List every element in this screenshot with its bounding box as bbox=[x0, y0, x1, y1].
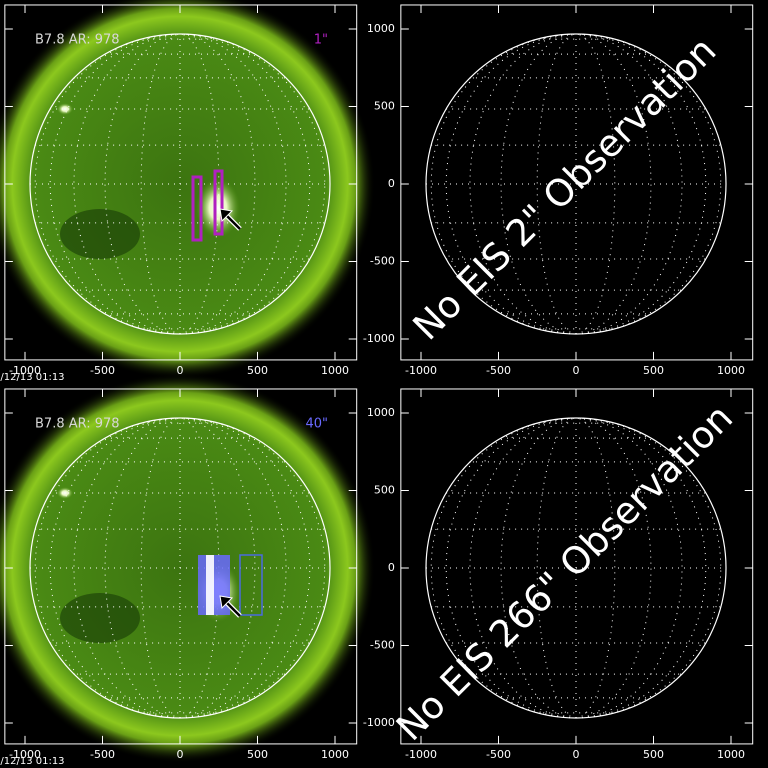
x-tick-label: 1000 bbox=[321, 364, 349, 377]
x-tick-label: 1000 bbox=[717, 748, 745, 761]
x-tick-label: -500 bbox=[90, 364, 115, 377]
slit-box bbox=[191, 175, 203, 242]
y-tick-label: -1000 bbox=[363, 332, 395, 345]
x-tick-label: 1000 bbox=[321, 748, 349, 761]
y-tick-label: 500 bbox=[374, 484, 395, 497]
axes-box bbox=[400, 4, 754, 361]
axes-box bbox=[4, 388, 358, 745]
slit-label: 40" bbox=[305, 417, 328, 432]
dark-region bbox=[60, 209, 140, 259]
x-tick-label: 0 bbox=[177, 364, 184, 377]
x-tick-label: -1000 bbox=[9, 364, 41, 377]
x-tick-label: 500 bbox=[247, 364, 268, 377]
y-tick-label: 500 bbox=[374, 100, 395, 113]
pointer-arrow bbox=[219, 595, 234, 610]
x-tick-label: 500 bbox=[247, 748, 268, 761]
x-tick-label: -500 bbox=[486, 364, 511, 377]
sun-glow bbox=[0, 0, 375, 379]
bright-point bbox=[57, 487, 73, 499]
y-tick-label: -500 bbox=[370, 639, 395, 652]
slit-label: 1" bbox=[314, 33, 328, 48]
bright-point bbox=[57, 103, 73, 115]
y-tick-label: 0 bbox=[388, 561, 395, 574]
x-tick-label: -1000 bbox=[9, 748, 41, 761]
x-tick-label: -500 bbox=[486, 748, 511, 761]
pointer-arrow bbox=[219, 208, 234, 223]
axes-box bbox=[4, 4, 358, 361]
axes-box bbox=[400, 388, 754, 745]
solar-limb bbox=[29, 417, 331, 719]
x-tick-label: 0 bbox=[177, 748, 184, 761]
x-tick-label: 500 bbox=[643, 364, 664, 377]
y-tick-label: -500 bbox=[370, 255, 395, 268]
x-tick-label: 0 bbox=[573, 364, 580, 377]
timestamp: 7/12/13 01:13 bbox=[0, 756, 65, 767]
solar-limb bbox=[425, 417, 727, 719]
panel-label: B7.8 AR: 978 bbox=[35, 417, 120, 432]
x-tick-label: -500 bbox=[90, 748, 115, 761]
solar-limb bbox=[425, 33, 727, 335]
y-tick-label: -1000 bbox=[363, 716, 395, 729]
sun-glow bbox=[0, 373, 375, 763]
active-region bbox=[196, 178, 240, 238]
slit-box bbox=[213, 169, 224, 236]
y-tick-label: 1000 bbox=[367, 22, 395, 35]
solar-limb bbox=[29, 33, 331, 335]
x-tick-label: -1000 bbox=[405, 364, 437, 377]
raster-box bbox=[206, 555, 214, 615]
x-tick-label: -1000 bbox=[405, 748, 437, 761]
y-tick-label: 0 bbox=[388, 177, 395, 190]
timestamp: 7/12/13 01:13 bbox=[0, 372, 65, 383]
x-tick-label: 1000 bbox=[717, 364, 745, 377]
raster-box bbox=[239, 554, 263, 616]
x-tick-label: 0 bbox=[573, 748, 580, 761]
y-tick-label: 1000 bbox=[367, 406, 395, 419]
x-tick-label: 500 bbox=[643, 748, 664, 761]
dark-region bbox=[60, 593, 140, 643]
panel-label: B7.8 AR: 978 bbox=[35, 33, 120, 48]
